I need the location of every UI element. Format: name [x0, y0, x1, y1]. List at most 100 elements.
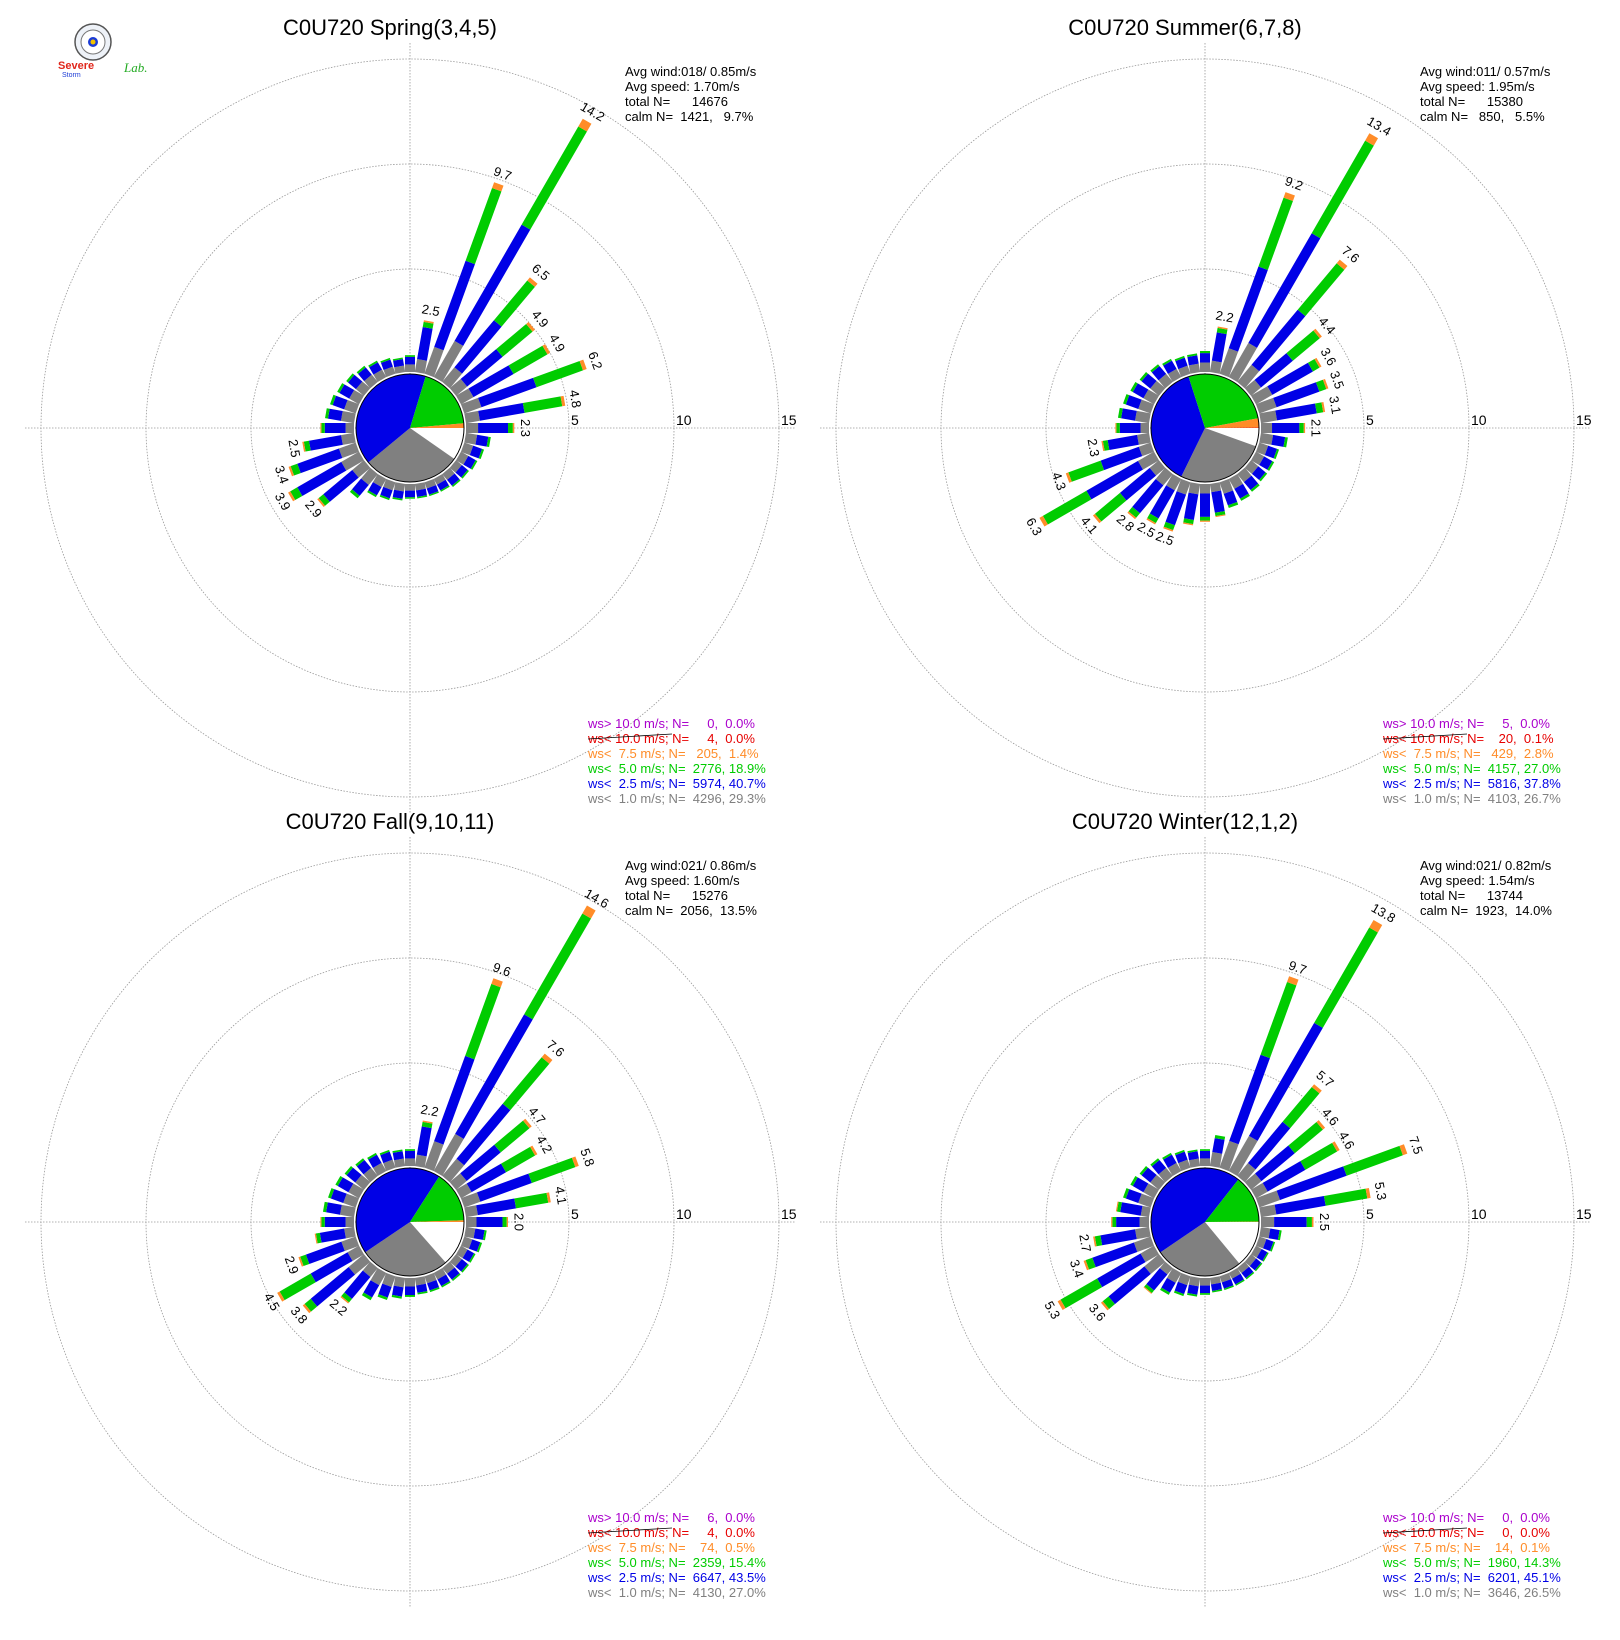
pie-slice-calm	[1205, 428, 1259, 447]
bar-segment-lt5	[1102, 440, 1110, 451]
legend-entry: ws> 10.0 m/s; N= 6, 0.0%	[587, 1510, 755, 1525]
bar-segment-lt5	[405, 1295, 415, 1297]
bar-segment-lt1	[1228, 342, 1258, 383]
bar-segment-lt1	[1209, 1276, 1221, 1285]
pie-slice-calm	[1205, 1222, 1259, 1264]
bar-segment-lt1	[341, 451, 365, 471]
bar-segment-lt1	[464, 432, 478, 445]
bar-segment-lt5	[356, 365, 366, 374]
bar-segment-lt1	[362, 1261, 378, 1277]
bar-segment-lt5	[1258, 197, 1293, 270]
bar-segment-lt7-5	[1163, 526, 1174, 532]
bar-segment-lt5	[367, 490, 377, 498]
bar-segment-lt5	[1311, 140, 1374, 239]
bar-segment-lt1	[340, 411, 356, 424]
seal-icon	[74, 23, 112, 61]
bar-segment-lt2-5	[434, 1055, 475, 1145]
bar-segment-lt1	[464, 1205, 478, 1218]
bar-segment-lt5	[451, 1273, 461, 1281]
bar-segment-lt5	[1144, 1284, 1155, 1294]
bar-segment-lt1	[1143, 1183, 1160, 1199]
bar-segment-lt5	[1130, 1176, 1138, 1187]
bar-segment-lt5	[349, 489, 360, 499]
bar-segment-lt7-5	[423, 320, 434, 324]
pie-slice-lt7-5	[1205, 418, 1259, 428]
ring-label: 5	[571, 412, 579, 428]
bar-segment-lt5	[521, 126, 587, 230]
bar-segment-lt2-5	[476, 1198, 517, 1216]
pie-slice-lt1	[1181, 428, 1256, 483]
bar-segment-lt2-5	[468, 365, 514, 398]
bar-segment-lt2-5	[405, 1286, 415, 1296]
bar-value-label: 9.6	[491, 959, 513, 979]
stats-line: Avg speed: 1.70m/s	[625, 79, 740, 94]
bar-segment-lt5	[451, 479, 461, 487]
bar-segment-lt1	[455, 1245, 468, 1259]
bar-value-label: 2.5	[285, 438, 303, 458]
bar-segment-lt2-5	[1267, 362, 1313, 395]
wind-rose-panel-1: 5 10 152.59.714.26.54.94.96.24.82.32.93.93…	[25, 15, 797, 813]
bar-segment-lt5	[330, 394, 336, 406]
bar-segment-lt5	[533, 360, 584, 388]
bar-segment-lt1	[424, 478, 437, 489]
bar-segment-lt2-5	[1243, 475, 1259, 491]
bar-segment-lt5	[1173, 1290, 1185, 1297]
bar-segment-lt1	[1255, 1236, 1267, 1249]
bar-segment-lt7-5	[302, 1303, 312, 1314]
bar-segment-lt1	[1178, 365, 1191, 378]
bar-segment-lt1	[1255, 1190, 1281, 1208]
bar-segment-lt1	[363, 1167, 378, 1183]
bar-segment-lt5	[1094, 492, 1127, 522]
bar-segment-lt5	[1042, 490, 1092, 525]
bar-segment-lt1	[1178, 1159, 1191, 1172]
bar-segment-lt2-5	[1264, 445, 1278, 459]
bar-segment-lt1	[1140, 1245, 1160, 1263]
legend-entry: ws< 1.0 m/s; N= 4103, 26.7%	[1382, 791, 1561, 806]
bar-segment-lt5	[1094, 1235, 1103, 1247]
bar-segment-lt2-5	[310, 1252, 353, 1283]
ring-label: 5	[571, 1206, 579, 1222]
bar-value-label: 3.1	[1326, 395, 1344, 415]
bar-value-label: 5.3	[1372, 1181, 1390, 1201]
bar-segment-lt5	[486, 436, 491, 448]
bar-segment-lt2-5	[415, 488, 427, 498]
wind-rose-panel-3: 5 10 152.29.614.67.64.74.25.84.12.02.23.84…	[25, 809, 797, 1607]
bar-segment-lt5	[1117, 407, 1123, 419]
bar-segment-lt1	[1219, 1272, 1232, 1283]
bar-segment-lt1	[372, 1162, 387, 1177]
legend-entry: ws> 10.0 m/s; N= 5, 0.0%	[1382, 716, 1550, 731]
bar-segment-lt1	[405, 484, 415, 491]
legend-divider	[1382, 1527, 1468, 1534]
legend-entry: ws> 10.0 m/s; N= 0, 0.0%	[587, 716, 755, 731]
bar-segment-lt1	[361, 467, 378, 485]
bar-segment-lt7-5	[492, 182, 504, 192]
bar-segment-lt1	[1177, 1272, 1191, 1286]
legend-entry: ws< 1.0 m/s; N= 3646, 26.5%	[1382, 1585, 1561, 1600]
bar-segment-lt5	[1139, 371, 1148, 382]
bar-segment-lt1	[460, 1236, 473, 1249]
bar-segment-lt1	[383, 366, 396, 378]
bar-value-label: 9.7	[1287, 957, 1309, 977]
bar-segment-lt5	[321, 423, 325, 433]
bar-segment-lt5	[528, 1157, 576, 1183]
bar-segment-lt1	[349, 389, 365, 405]
bar-segment-lt1	[340, 1204, 356, 1218]
bar-segment-lt2-5	[1187, 1151, 1199, 1161]
bar-segment-lt5	[417, 495, 428, 499]
bar-segment-lt2-5	[369, 362, 383, 375]
bar-segment-lt7-5	[277, 1291, 285, 1302]
pie-slice-lt7-5	[410, 423, 464, 428]
bar-segment-lt1	[1200, 484, 1210, 494]
bar-segment-lt5	[322, 1201, 328, 1213]
bar-segment-lt5	[1187, 353, 1198, 357]
pie-slice-lt1	[368, 428, 455, 483]
bar-segment-lt1	[1189, 1158, 1201, 1168]
bar-segment-lt5	[315, 1232, 322, 1244]
bar-segment-lt2-5	[1116, 1217, 1140, 1227]
bar-segment-lt1	[442, 467, 455, 480]
bar-segment-lt5	[476, 1242, 483, 1253]
pie-slice-lt2-5	[355, 374, 426, 463]
legend-entry: ws< 2.5 m/s; N= 6201, 45.1%	[1382, 1570, 1561, 1585]
bar-segment-lt2-5	[466, 1163, 507, 1193]
bar-segment-lt5	[1283, 437, 1288, 448]
